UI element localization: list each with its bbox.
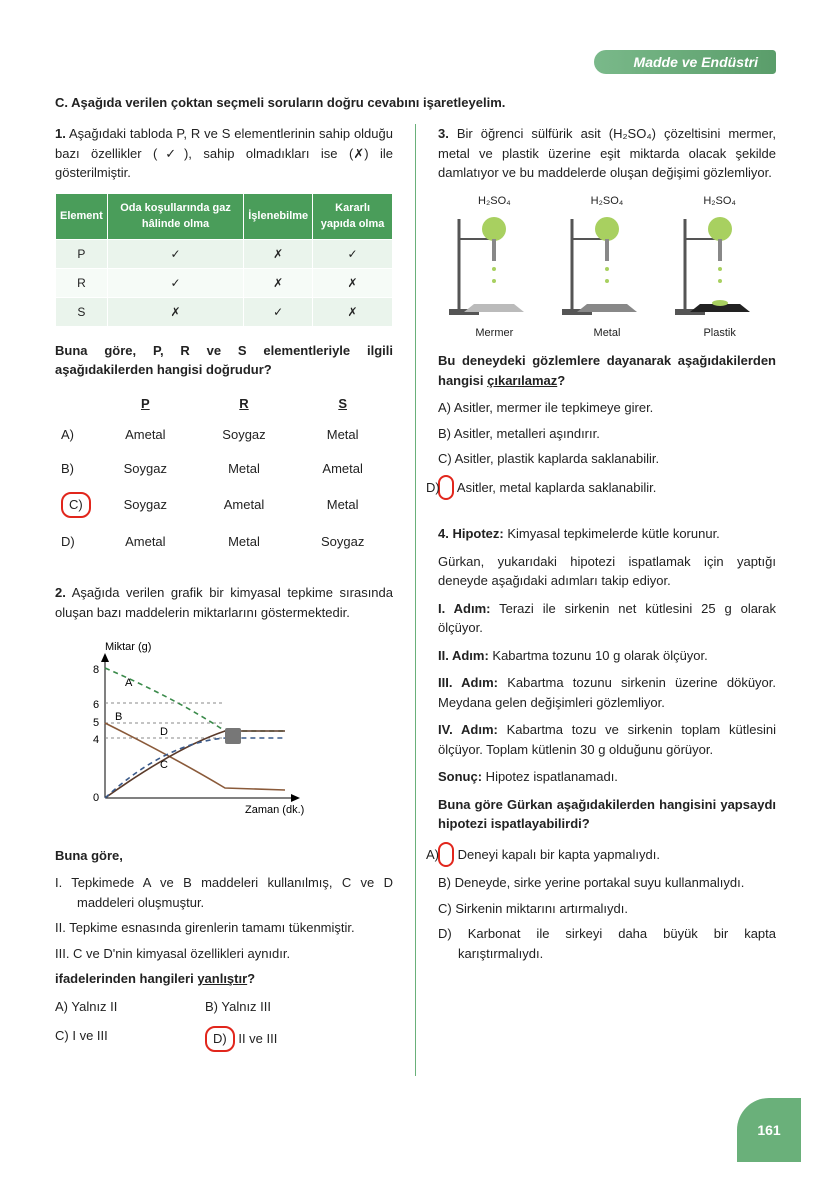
- q4-option-d[interactable]: D) Karbonat ile sirkeyi daha büyük bir k…: [438, 924, 776, 963]
- q1-intro: Aşağıdaki tabloda P, R ve S elementlerin…: [55, 126, 393, 180]
- q3-option-b[interactable]: B) Asitler, metalleri aşındırır.: [438, 424, 776, 444]
- q3-exp-marble: H₂SO₄ Mermer: [449, 193, 539, 342]
- q2-option-c[interactable]: C) I ve III: [55, 1026, 175, 1052]
- page-number: 161: [737, 1098, 801, 1162]
- chart-xlabel: Zaman (dk.): [245, 804, 304, 816]
- q3-intro: Bir öğrenci sülfürik asit (H₂SO₄) çözelt…: [438, 126, 776, 180]
- q4-option-a[interactable]: A) Deneyi kapalı bir kapta yapmalıydı.: [438, 842, 776, 868]
- q2-number: 2.: [55, 585, 66, 600]
- q3-options: A) Asitler, mermer ile tepkimeye girer. …: [438, 398, 776, 500]
- q4-options: A) Deneyi kapalı bir kapta yapmalıydı. B…: [438, 842, 776, 964]
- q1-option-b[interactable]: B) Soygaz Metal Ametal: [57, 453, 391, 485]
- content-columns: 1. Aşağıdaki tabloda P, R ve S elementle…: [55, 124, 776, 1076]
- q3-option-c[interactable]: C) Asitler, plastik kaplarda saklanabili…: [438, 449, 776, 469]
- svg-text:4: 4: [93, 734, 99, 746]
- q2-statements: I. Tepkimede A ve B maddeleri kullanılmı…: [55, 873, 393, 963]
- chapter-banner: Madde ve Endüstri: [594, 50, 776, 74]
- q1-stem: Buna göre, P, R ve S elementleriyle ilgi…: [55, 341, 393, 380]
- q2-option-b[interactable]: B) Yalnız III: [205, 997, 325, 1017]
- q4-stem: Buna göre Gürkan aşağıdakilerden hangisi…: [438, 795, 776, 834]
- question-2: 2. Aşağıda verilen grafik bir kimyasal t…: [55, 583, 393, 1052]
- q2-lead: Buna göre,: [55, 846, 393, 866]
- q4-lead: Gürkan, yukarıdaki hipotezi ispatlamak i…: [438, 552, 776, 591]
- left-column: 1. Aşağıdaki tabloda P, R ve S elementle…: [55, 124, 393, 1076]
- q3-option-a[interactable]: A) Asitler, mermer ile tepkimeye girer.: [438, 398, 776, 418]
- svg-text:5: 5: [93, 717, 99, 729]
- section-title: C. Aşağıda verilen çoktan seçmeli sorula…: [55, 95, 776, 110]
- q1-th3: Kararlı yapıda olma: [313, 193, 393, 239]
- q1-option-c[interactable]: C) Soygaz Ametal Metal: [57, 486, 391, 524]
- q1-row-p: P ✓ ✗ ✓: [56, 239, 393, 268]
- q3-number: 3.: [438, 126, 449, 141]
- svg-text:A: A: [125, 677, 133, 689]
- q1-correct-mark: C): [61, 492, 91, 518]
- q3-stem: Bu deneydeki gözlemlere dayanarak aşağıd…: [438, 351, 776, 390]
- q1-th1: Oda koşullarında gaz hâlinde olma: [107, 193, 243, 239]
- q2-stem: ifadelerinden hangileri yanlıştır?: [55, 969, 393, 989]
- q4-correct-mark: A): [438, 842, 454, 868]
- q2-option-a[interactable]: A) Yalnız II: [55, 997, 175, 1017]
- q4-option-b[interactable]: B) Deneyde, sirke yerine portakal suyu k…: [438, 873, 776, 893]
- q3-correct-mark: D): [438, 475, 454, 501]
- q1-option-d[interactable]: D) Ametal Metal Soygaz: [57, 526, 391, 558]
- q2-options: A) Yalnız II B) Yalnız III C) I ve III D…: [55, 997, 393, 1052]
- question-3: 3. Bir öğrenci sülfürik asit (H₂SO₄) çöz…: [438, 124, 776, 500]
- question-4: 4. Hipotez: Kimyasal tepkimelerde kütle …: [438, 524, 776, 963]
- chart-ylabel: Miktar (g): [105, 641, 151, 653]
- q2-intro: Aşağıda verilen grafik bir kimyasal tepk…: [55, 585, 393, 620]
- q1-element-table: Element Oda koşullarında gaz hâlinde olm…: [55, 193, 393, 327]
- svg-text:8: 8: [93, 664, 99, 676]
- q2-chart: Miktar (g) Zaman (dk.) 8 6 5 4 0 A B: [75, 638, 325, 828]
- q4-number: 4.: [438, 526, 449, 541]
- q1-options-table: P R S A) Ametal Soygaz Metal B) Soygaz M…: [55, 388, 393, 560]
- q2-option-d[interactable]: D) II ve III: [205, 1026, 325, 1052]
- svg-text:D: D: [160, 726, 168, 738]
- q3-option-d[interactable]: D) Asitler, metal kaplarda saklanabilir.: [438, 475, 776, 501]
- q4-option-c[interactable]: C) Sirkenin miktarını artırmalıydı.: [438, 899, 776, 919]
- question-1: 1. Aşağıdaki tabloda P, R ve S elementle…: [55, 124, 393, 559]
- right-column: 3. Bir öğrenci sülfürik asit (H₂SO₄) çöz…: [438, 124, 776, 1076]
- column-divider: [415, 124, 416, 1076]
- q4-hyp-label: Hipotez:: [452, 526, 503, 541]
- q1-row-s: S ✗ ✓ ✗: [56, 297, 393, 326]
- section-letter: C.: [55, 95, 68, 110]
- svg-text:C: C: [160, 759, 168, 771]
- q4-hyp: Kimyasal tepkimelerde kütle korunur.: [504, 526, 720, 541]
- section-text: Aşağıda verilen çoktan seçmeli soruların…: [71, 95, 505, 110]
- q3-experiment-row: H₂SO₄ Mermer H₂SO₄: [438, 193, 776, 342]
- q1-row-r: R ✓ ✗ ✗: [56, 268, 393, 297]
- q1-number: 1.: [55, 126, 66, 141]
- q1-option-a[interactable]: A) Ametal Soygaz Metal: [57, 419, 391, 451]
- q1-th2: İşlenebilme: [244, 193, 313, 239]
- svg-text:B: B: [115, 711, 122, 723]
- q1-th0: Element: [56, 193, 108, 239]
- q3-exp-plastic: H₂SO₄ Plastik: [675, 193, 765, 342]
- q3-exp-metal: H₂SO₄ Metal: [562, 193, 652, 342]
- svg-text:0: 0: [93, 792, 99, 804]
- svg-text:6: 6: [93, 699, 99, 711]
- q2-correct-mark: D): [205, 1026, 235, 1052]
